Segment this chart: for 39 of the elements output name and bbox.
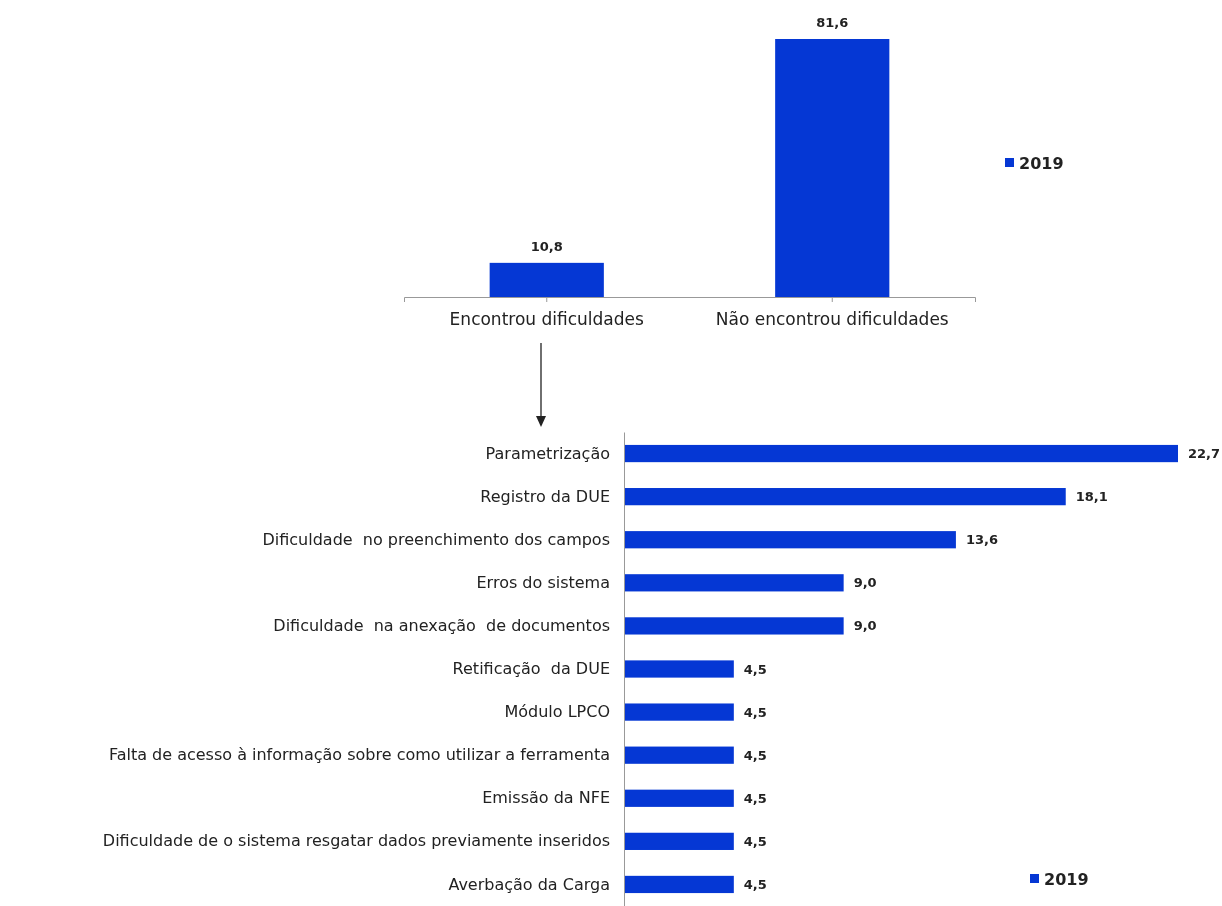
bar (624, 574, 844, 592)
y-tick-label: Averbação da Carga (448, 874, 610, 894)
data-label: 9,0 (853, 618, 877, 634)
bar (624, 703, 734, 721)
legend-label: 2019 (1044, 869, 1089, 889)
bar (624, 444, 1178, 463)
data-label: 4,5 (743, 833, 767, 849)
y-tick-label: Erros do sistema (476, 572, 610, 592)
bar (624, 789, 734, 807)
data-label: 4,5 (743, 704, 767, 720)
data-label: 22,7 (1188, 446, 1221, 462)
data-label: 4,5 (743, 661, 767, 677)
legend-label: 2019 (1019, 153, 1064, 173)
data-label: 13,6 (965, 532, 998, 548)
x-tick-label: Não encontrou dificuldades (715, 309, 949, 330)
bar (624, 746, 734, 764)
data-label: 18,1 (1075, 489, 1108, 505)
data-label: 10,8 (530, 238, 563, 254)
y-tick-label: Emissão da NFE (482, 788, 610, 808)
y-tick-label: Dificuldade de o sistema resgatar dados previamente inseridos (102, 831, 610, 851)
data-label: 4,5 (743, 877, 767, 892)
y-tick-label: Registro da DUE (480, 486, 610, 506)
y-tick-label: Parametrização (485, 443, 610, 463)
y-tick-label: Falta de acesso à informação sobre como utilizar a ferramenta (108, 745, 610, 765)
data-label: 9,0 (853, 575, 877, 591)
data-label: 4,5 (743, 790, 767, 806)
bar (624, 832, 734, 850)
data-label: 81,6 (816, 15, 849, 30)
y-tick-label: Módulo LPCO (504, 702, 610, 722)
bar (624, 488, 1066, 506)
y-tick-label: Dificuldade no preenchimento dos campos (262, 529, 610, 549)
bar (624, 617, 844, 635)
bar (624, 660, 734, 678)
data-label: 4,5 (743, 747, 767, 763)
y-tick-label: Retificação da DUE (452, 659, 610, 679)
x-tick-label: Encontrou dificuldades (449, 309, 645, 330)
bar (624, 531, 956, 549)
y-tick-label: Dificuldade na anexação de documentos (273, 616, 610, 636)
bar (624, 875, 734, 894)
